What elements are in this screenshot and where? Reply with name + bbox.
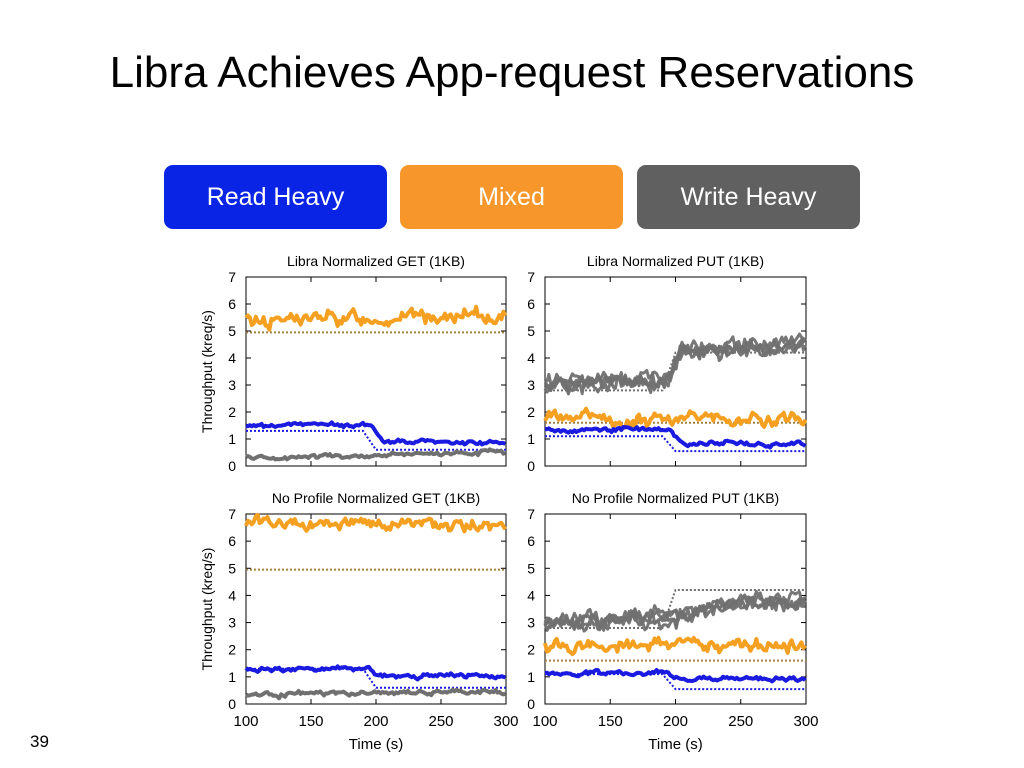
x-tick-label: 150	[598, 713, 623, 730]
plot-frame	[245, 276, 507, 467]
y-axis-label: Throughput (kreq/s)	[199, 548, 215, 671]
series-line-mixed	[244, 304, 508, 332]
y-tick-label: 3	[527, 377, 535, 393]
y-tick-label: 3	[228, 377, 236, 393]
chart-title: No Profile Normalized GET (1KB)	[272, 490, 480, 506]
reservation-line	[545, 589, 806, 629]
y-tick-label: 6	[527, 296, 535, 312]
y-tick-label: 1	[228, 431, 236, 447]
y-tick-label: 2	[527, 642, 535, 658]
reservation-line	[246, 429, 506, 451]
legend-write-heavy: Write Heavy	[637, 165, 860, 229]
y-tick-label: 7	[527, 506, 535, 522]
y-tick-label: 0	[228, 696, 236, 712]
y-tick-label: 3	[228, 615, 236, 631]
y-tick-label: 6	[228, 533, 236, 549]
reservation-line	[545, 351, 806, 392]
y-tick-label: 5	[527, 560, 535, 576]
legend-mixed: Mixed	[400, 165, 623, 229]
y-tick-label: 2	[228, 642, 236, 658]
y-tick-label: 1	[228, 669, 236, 685]
series-line-write_heavy	[543, 593, 807, 633]
legend-read-heavy: Read Heavy	[164, 165, 387, 229]
series-line-write_heavy	[245, 447, 507, 462]
series-line-write_heavy	[244, 687, 507, 701]
y-tick-label: 0	[228, 458, 236, 474]
y-tick-label: 1	[527, 431, 535, 447]
x-tick-label: 100	[233, 713, 258, 730]
series-line-mixed	[543, 635, 807, 657]
chart-title: No Profile Normalized PUT (1KB)	[572, 490, 779, 506]
x-tick-label: 300	[493, 713, 518, 730]
reservation-line	[246, 667, 506, 689]
series-line-read_heavy	[544, 425, 807, 450]
x-axis-label: Time (s)	[648, 736, 702, 753]
y-tick-label: 0	[527, 696, 535, 712]
x-tick-label: 200	[663, 713, 688, 730]
x-tick-label: 200	[363, 713, 388, 730]
series-line-read_heavy	[544, 668, 807, 684]
chart-title: Libra Normalized GET (1KB)	[287, 253, 465, 269]
y-tick-label: 5	[228, 323, 236, 339]
y-tick-label: 2	[228, 404, 236, 420]
y-tick-label: 0	[527, 458, 535, 474]
y-tick-label: 5	[228, 560, 236, 576]
y-tick-label: 6	[527, 533, 535, 549]
series-line-write_heavy	[543, 337, 807, 396]
y-tick-label: 7	[527, 269, 535, 285]
y-tick-label: 1	[527, 669, 535, 685]
x-tick-label: 250	[728, 713, 753, 730]
y-tick-label: 5	[527, 323, 535, 339]
x-tick-label: 250	[428, 713, 453, 730]
x-tick-label: 100	[532, 713, 557, 730]
y-tick-label: 7	[228, 506, 236, 522]
y-tick-label: 3	[527, 615, 535, 631]
y-tick-label: 2	[527, 404, 535, 420]
page-number: 39	[30, 732, 49, 751]
chart-title: Libra Normalized PUT (1KB)	[587, 253, 764, 269]
slide-title: Libra Achieves App-request Reservations	[109, 48, 915, 97]
y-tick-label: 4	[527, 587, 535, 603]
series-line-read_heavy	[245, 420, 507, 447]
y-tick-label: 6	[228, 296, 236, 312]
x-tick-label: 150	[298, 713, 323, 730]
x-axis-label: Time (s)	[349, 736, 403, 753]
series-line-mixed	[244, 512, 508, 534]
y-tick-label: 4	[527, 350, 535, 366]
y-tick-label: 7	[228, 269, 236, 285]
series-line-read_heavy	[244, 664, 506, 682]
y-tick-label: 4	[228, 587, 236, 603]
x-tick-label: 300	[793, 713, 818, 730]
y-tick-label: 4	[228, 350, 236, 366]
y-axis-label: Throughput (kreq/s)	[199, 310, 215, 433]
series-line-mixed	[543, 406, 808, 431]
